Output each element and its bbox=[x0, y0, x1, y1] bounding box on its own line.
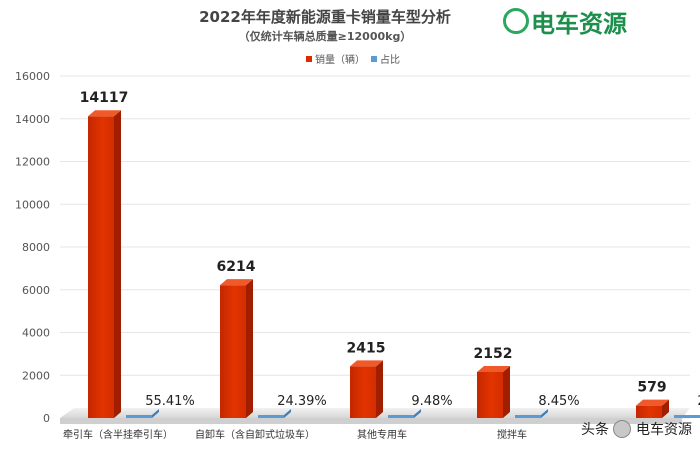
share-bar bbox=[674, 415, 700, 418]
y-tick-label: 10000 bbox=[15, 198, 50, 211]
share-bar bbox=[126, 415, 152, 418]
sales-bar-side bbox=[503, 366, 510, 418]
share-value-label: 8.45% bbox=[538, 394, 579, 409]
sales-bar-side bbox=[662, 399, 669, 418]
sales-bar-top bbox=[220, 279, 253, 286]
chart-subtitle: （仅统计车辆总质量≥12000kg） bbox=[239, 29, 412, 43]
chart-floor-edge bbox=[60, 418, 682, 424]
x-category-label: 牵引车（含半挂牵引车） bbox=[63, 428, 173, 441]
share-value-label: 9.48% bbox=[411, 394, 452, 409]
share-bar-side bbox=[414, 409, 421, 418]
legend-swatch-sales bbox=[306, 56, 312, 62]
share-bar bbox=[515, 415, 541, 418]
y-tick-label: 14000 bbox=[15, 113, 50, 126]
brand-logo-icon bbox=[503, 8, 529, 34]
share-bar-side bbox=[284, 409, 291, 418]
sales-bar bbox=[477, 372, 503, 418]
sales-value-label: 2152 bbox=[474, 346, 513, 362]
sales-bar-top bbox=[350, 360, 383, 367]
share-bar-side bbox=[541, 409, 548, 418]
legend: 销量（辆） 占比 bbox=[306, 53, 400, 66]
legend-swatch-share bbox=[371, 56, 377, 62]
y-tick-label: 8000 bbox=[22, 241, 50, 254]
sales-bar bbox=[220, 285, 246, 418]
y-tick-label: 2000 bbox=[22, 369, 50, 382]
sales-bar-top bbox=[636, 399, 669, 406]
sales-bar bbox=[636, 405, 662, 418]
x-category-label: 其他专用车 bbox=[357, 428, 407, 441]
share-bar bbox=[258, 415, 284, 418]
sales-bar-top bbox=[477, 366, 510, 373]
share-value-label: 55.41% bbox=[145, 394, 195, 409]
y-axis: 0 2000 4000 6000 8000 10000 12000 14000 16000 bbox=[15, 70, 50, 425]
y-tick-label: 4000 bbox=[22, 327, 50, 340]
share-bar bbox=[388, 415, 414, 418]
sales-bar-side bbox=[376, 360, 383, 418]
sales-bar bbox=[88, 116, 114, 419]
chart-title: 2022年年度新能源重卡销量车型分析 bbox=[199, 8, 451, 26]
sales-bar-top bbox=[88, 110, 121, 117]
sales-value-label: 2415 bbox=[347, 340, 386, 356]
x-category-label: 搅拌车 bbox=[497, 428, 527, 441]
y-tick-label: 0 bbox=[43, 412, 50, 425]
brand-logo: 电车资源 bbox=[503, 6, 627, 38]
legend-label-share: 占比 bbox=[380, 53, 400, 66]
watermark-icon bbox=[613, 420, 631, 438]
sales-value-label: 6214 bbox=[217, 259, 256, 275]
watermark-right-text: 电车资源 bbox=[636, 422, 692, 438]
watermark: 头条 电车资源 bbox=[581, 417, 692, 441]
y-tick-label: 6000 bbox=[22, 284, 50, 297]
y-tick-label: 12000 bbox=[15, 156, 50, 169]
legend-label-sales: 销量（辆） bbox=[315, 53, 365, 66]
y-tick-label: 16000 bbox=[15, 70, 50, 83]
share-value-label: 24.39% bbox=[277, 394, 327, 409]
x-axis: 牵引车（含半挂牵引车） 自卸车（含自卸式垃圾车） 其他专用车 搅拌车 bbox=[63, 428, 527, 441]
sales-value-label: 579 bbox=[637, 380, 666, 396]
sales-bar bbox=[350, 366, 376, 418]
data-labels: 14117 55.41% 6214 24.39% 2415 9.48% 2152 8.45% 5… bbox=[80, 90, 700, 409]
x-category-label: 自卸车（含自卸式垃圾车） bbox=[195, 428, 315, 441]
sales-value-label: 14117 bbox=[80, 90, 129, 106]
sales-bar-side bbox=[246, 279, 253, 418]
share-bar-side bbox=[152, 409, 159, 418]
sales-bar-side bbox=[114, 110, 121, 419]
brand-logo-text: 电车资源 bbox=[531, 9, 627, 38]
share-value-label: 2.27% bbox=[697, 394, 700, 409]
bars bbox=[88, 110, 700, 419]
watermark-left-text: 头条 bbox=[581, 422, 609, 438]
grid-layer bbox=[60, 75, 690, 419]
